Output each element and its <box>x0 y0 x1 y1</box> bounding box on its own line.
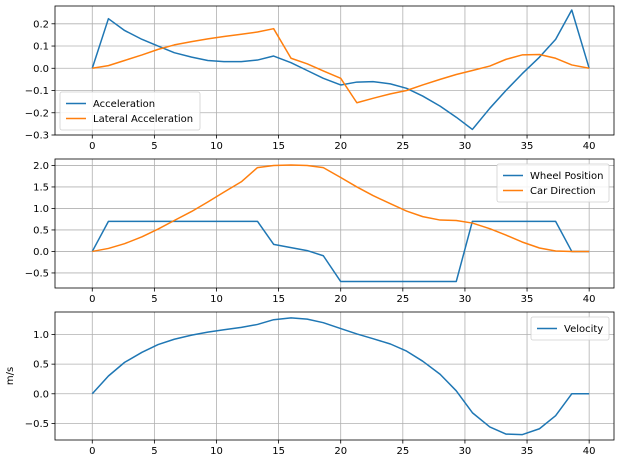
legend-label: Car Direction <box>530 186 596 197</box>
x-tick-label: 10 <box>210 446 223 457</box>
y-tick-label: 1.5 <box>33 182 49 193</box>
subplot-2: 0 5 10 15 20 25 30 35 40 −0.5 0.0 0.5 1.0 1.5 2.0 Wheel… <box>25 158 615 305</box>
x-tick-label: 30 <box>459 141 472 152</box>
series-line-car-direction <box>92 164 590 253</box>
y-tick-label: −0.1 <box>25 86 49 97</box>
x-tick-label: 0 <box>89 294 95 305</box>
x-tick-label: 15 <box>272 141 285 152</box>
plots: 0 5 10 15 20 25 30 35 40 −0.3 −0.2 −0.1 0.0 0.1 0.2 Acc… <box>5 5 615 457</box>
x-tick-label: 5 <box>151 294 157 305</box>
y-tick-label: 1.0 <box>33 330 49 341</box>
series-line-lateral-acceleration <box>92 27 590 104</box>
y-tick-label: 0.1 <box>33 42 49 53</box>
legend-label: Lateral Acceleration <box>93 114 193 125</box>
y-tick-label: 0.2 <box>33 19 49 30</box>
x-tick-label: 30 <box>459 446 472 457</box>
x-tick-label: 25 <box>396 294 409 305</box>
series-line-wheel-position <box>91 220 590 283</box>
y-tick-label: 2.0 <box>33 161 49 172</box>
x-tick-label: 20 <box>334 446 347 457</box>
axes-frame <box>54 158 615 289</box>
y-axis-label: m/s <box>5 367 16 385</box>
y-tick-label: 0.5 <box>33 360 49 371</box>
x-tick-label: 20 <box>334 141 347 152</box>
subplot-3: 0 5 10 15 20 25 30 35 40 −0.5 0.0 0.5 1.0 m/s Velocity <box>5 311 615 457</box>
y-tick-label: 0.5 <box>33 225 49 236</box>
legend-box <box>496 163 610 203</box>
x-tick-label: 15 <box>272 294 285 305</box>
legend: Velocity <box>530 316 610 341</box>
x-tick-label: 35 <box>521 141 534 152</box>
x-tick-label: 10 <box>210 294 223 305</box>
legend-box <box>530 316 610 341</box>
x-tick-label: 40 <box>583 141 596 152</box>
legend-label: Acceleration <box>93 99 155 110</box>
series-line-velocity <box>91 317 590 436</box>
y-tick-label: −0.2 <box>25 108 49 119</box>
x-tick-label: 30 <box>459 294 472 305</box>
y-tick-label: 0.0 <box>33 64 49 75</box>
x-tick-label: 20 <box>334 294 347 305</box>
x-tick-label: 35 <box>521 446 534 457</box>
legend: Acceleration Lateral Acceleration <box>59 91 201 131</box>
x-tick-label: 5 <box>151 141 157 152</box>
y-tick-label: 0.0 <box>33 247 49 258</box>
axes-frame <box>54 5 615 136</box>
y-tick-label: 0.0 <box>33 389 49 400</box>
x-tick-label: 10 <box>210 141 223 152</box>
legend: Wheel Position Car Direction <box>496 163 610 203</box>
axes-frame <box>54 311 615 441</box>
legend-box <box>59 91 201 131</box>
x-tick-label: 40 <box>583 446 596 457</box>
y-tick-label: 1.0 <box>33 204 49 215</box>
x-tick-label: 0 <box>89 446 95 457</box>
x-tick-label: 5 <box>151 446 157 457</box>
x-tick-label: 25 <box>396 141 409 152</box>
x-tick-label: 35 <box>521 294 534 305</box>
y-tick-label: −0.5 <box>25 268 49 279</box>
series-line-acceleration <box>91 9 590 131</box>
y-tick-label: −0.3 <box>25 131 49 142</box>
x-tick-label: 40 <box>583 294 596 305</box>
y-tick-label: −0.5 <box>25 419 49 430</box>
legend-label: Wheel Position <box>530 171 603 182</box>
x-tick-label: 25 <box>396 446 409 457</box>
subplot-1: 0 5 10 15 20 25 30 35 40 −0.3 −0.2 −0.1 0.0 0.1 0.2 Acc… <box>25 5 615 152</box>
legend-label: Velocity <box>564 324 603 335</box>
x-tick-label: 0 <box>89 141 95 152</box>
x-tick-label: 15 <box>272 446 285 457</box>
